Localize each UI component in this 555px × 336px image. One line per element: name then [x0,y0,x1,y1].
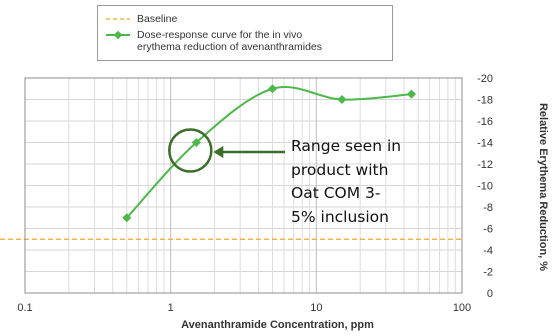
annotation-line-4: 5% inclusion [291,207,389,226]
y-tick-label: -4 [483,245,493,257]
x-tick-label: 10 [310,302,322,314]
axes: 0.1 1 10 100 0 -2 -4 -6 -8 -10 -12 -14 -16 -18 -20 [17,73,493,314]
y-axis-label: Relative Erythema Reduction, % [537,102,549,272]
x-axis-label: Avenanthramide Concentration, ppm [181,319,374,331]
annotation-shapes [168,128,285,173]
dose-response-series [122,84,417,223]
x-tick-label: 1 [168,302,174,314]
data-point [191,137,201,148]
legend-curve-marker [113,30,123,40]
data-point [406,89,417,99]
legend-curve-label-line1: Dose-response curve for the in vivo [137,29,303,41]
annotation-line-2: product with [291,160,389,179]
y-tick-label: -6 [483,224,493,236]
x-tick-label: 100 [453,302,471,314]
data-point [267,84,278,94]
annotation-arrow-head [213,146,224,158]
annotation-text: Range seen in product with Oat COM 3- 5%… [291,135,431,229]
annotation-line-3: Oat COM 3- [291,184,381,202]
plot-frame [24,77,463,294]
y-tick-label: -8 [483,202,493,214]
series-line [126,86,412,219]
y-tick-label: -14 [477,138,493,150]
y-tick-label: -16 [477,116,493,128]
data-point [122,213,132,223]
legend-baseline-label: Baseline [137,13,178,25]
legend-curve-label-line2: erythema reduction of avenanthramides [137,41,323,53]
y-tick-label: -10 [477,181,493,193]
y-tick-label: -20 [477,73,493,85]
highlight-circle [168,128,213,173]
y-tick-label: -12 [477,159,493,171]
x-tick-label: 0.1 [17,302,32,314]
annotation-line-1: Range seen in [291,137,402,155]
y-tick-label: 0 [487,288,493,300]
legend: Baseline Dose-response curve for the in … [97,5,393,61]
legend-swatches [106,18,130,40]
data-point [337,94,347,105]
y-tick-label: -18 [477,95,493,107]
y-tick-label: -2 [483,267,493,279]
